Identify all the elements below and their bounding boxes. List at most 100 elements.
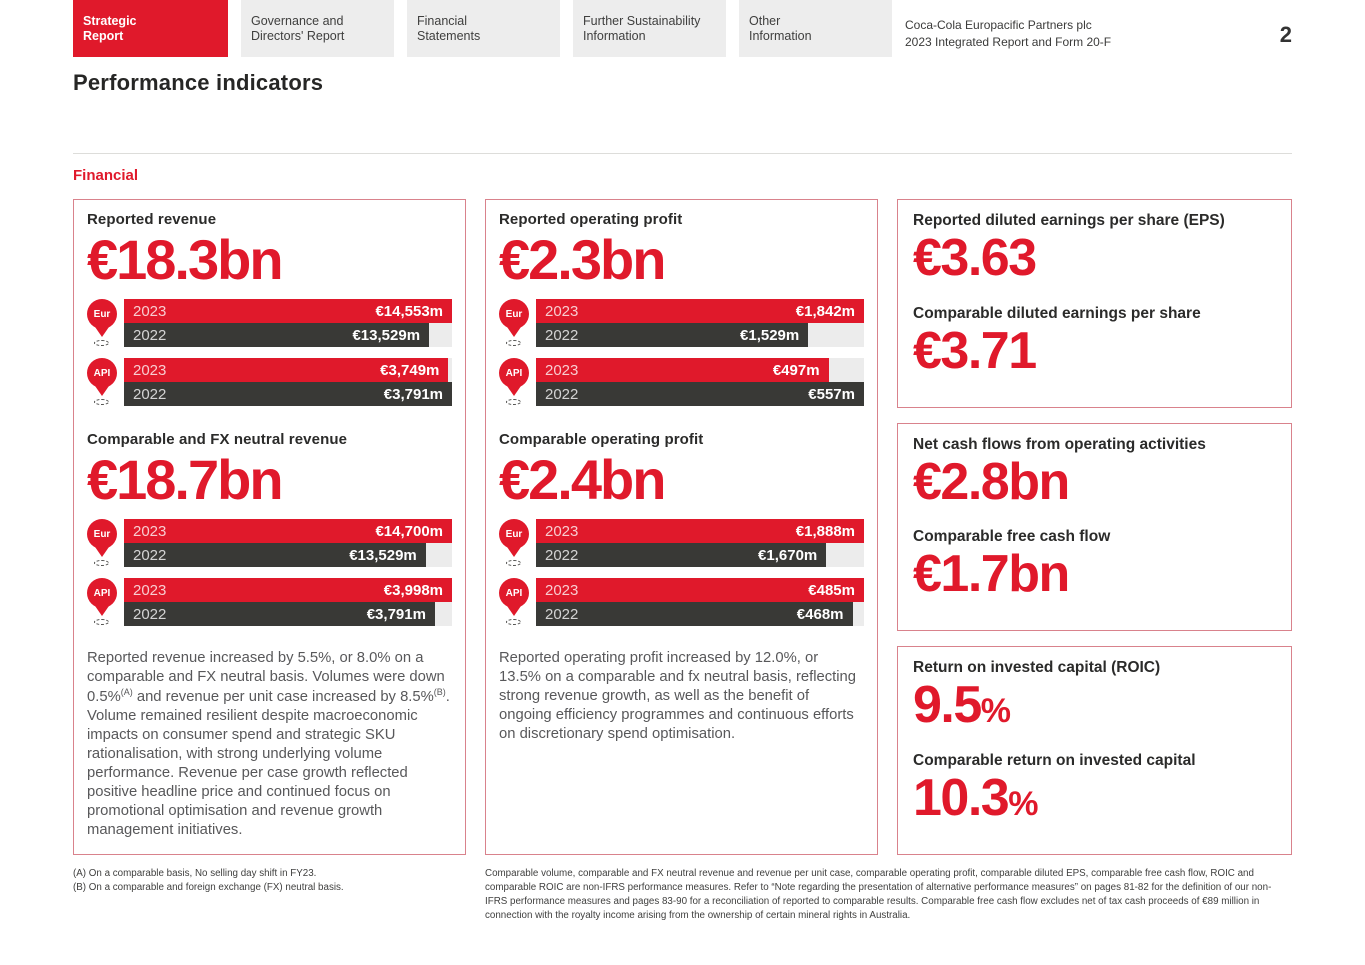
map-pin-eur-icon: Eur [87,519,124,567]
bar-row: 2023 €14,700m [124,519,452,544]
bar-year-label: 2023 [545,581,579,599]
section-title-financial: Financial [73,167,139,184]
page-title: Performance indicators [73,70,324,95]
tab-further-sustainability-information[interactable]: Further Sustainability Information [573,0,726,57]
bar-group-api: API 2023 €485m 2022 €468m [499,578,864,627]
tab-label-line2: Information [749,28,812,43]
tab-financial-statements[interactable]: Financial Statements [407,0,560,57]
kpi-value: €1.7bn [913,545,1070,604]
metric-headline: €2.3bn [499,228,666,291]
tab-strategic-report[interactable]: Strategic Report [73,0,228,57]
metric-headline: €18.3bn [87,228,284,291]
report-tab-bar: Strategic Report Governance and Director… [73,0,1292,57]
page-number: 2 [1279,21,1292,47]
metric-headline: €2.4bn [499,448,666,512]
bar-group-eur: Eur 2023 €1,842m 2022 €1,529m [499,299,864,348]
footnote-b: (B) On a comparable and foreign exchange… [73,882,344,894]
tab-other-information[interactable]: Other Information [739,0,892,57]
bar-year-label: 2022 [133,546,167,564]
bar-2022: 2022 €468m [536,602,853,627]
company-name: Coca-Cola Europacific Partners plc [905,18,1092,33]
non-ifrs-footnote: Comparable volume, comparable and FX neu… [485,867,1272,922]
bar-value-label: €14,553m [375,302,443,320]
kpi-value: 9.5% [913,676,1012,734]
kpi-label: Comparable diluted earnings per share [913,304,1201,322]
bar-2023: 2023 €1,888m [536,519,864,544]
bar-row: 2023 €497m [536,358,864,383]
kpi-value: €2.8bn [913,452,1070,511]
bar-year-label: 2023 [545,361,579,379]
map-pin-api-icon: API [87,358,124,406]
bar-value-label: €3,749m [380,361,440,379]
kpi-grid: Reported revenue €18.3bn Eur 2023 €14,55… [73,199,1292,855]
bar-2023: 2023 €1,842m [536,299,864,324]
metric-label: Reported operating profit [499,211,683,228]
revenue-commentary: Reported revenue increased by 5.5%, or 8… [87,650,450,838]
section-divider [73,153,1292,154]
bar-year-label: 2022 [545,605,579,623]
bar-2023: 2023 €14,553m [124,299,452,324]
tab-label-line1: Strategic [83,13,137,28]
bar-year-label: 2023 [545,522,579,540]
tab-label-line1: Governance and [251,13,344,28]
bar-group-api: API 2023 €3,998m 2022 €3,791m [87,578,452,627]
bar-chart: 2023 €3,998m 2022 €3,791m [124,578,452,627]
bar-2022: 2022 €1,670m [536,543,827,568]
tab-label-line1: Financial [417,13,468,28]
kpi-box-cash-flow: Net cash flows from operating activities… [897,422,1292,631]
bar-value-label: €3,791m [383,385,443,403]
bar-row: 2023 €1,888m [536,519,864,544]
kpi-label: Net cash flows from operating activities [913,435,1206,453]
kpi-label: Comparable return on invested capital [913,751,1196,769]
bar-row: 2022 €13,529m [124,543,452,568]
bar-value-label: €1,529m [740,326,800,344]
bar-value-label: €1,670m [758,546,818,564]
tab-label-line2: Information [583,28,646,43]
footnote-a: (A) On a comparable basis, No selling da… [73,867,317,879]
bar-value-label: €557m [808,385,855,403]
report-name: 2023 Integrated Report and Form 20-F [905,34,1112,49]
bar-value-label: €3,998m [383,581,443,599]
bar-2022: 2022 €557m [536,382,864,407]
bar-chart: 2023 €1,888m 2022 €1,670m [536,519,864,568]
bar-row: 2023 €485m [536,578,864,603]
kpi-column: Reported diluted earnings per share (EPS… [897,199,1292,855]
kpi-value: €3.71 [913,321,1037,380]
bar-group-api: API 2023 €3,749m 2022 €3,791m [87,358,452,407]
tab-label-line1: Further Sustainability [583,13,701,28]
tab-governance-directors-report[interactable]: Governance and Directors' Report [241,0,394,57]
bar-row: 2022 €13,529m [124,323,452,348]
bar-year-label: 2023 [133,522,167,540]
map-pin-api-icon: API [499,578,536,626]
bar-chart: 2023 €14,700m 2022 €13,529m [124,519,452,568]
bar-chart: 2023 €1,842m 2022 €1,529m [536,299,864,348]
bar-value-label: €1,888m [795,522,855,540]
map-pin-api-icon: API [499,358,536,406]
bar-2022: 2022 €3,791m [124,382,452,407]
company-identifier: Coca-Cola Europacific Partners plc 2023 … [905,0,1280,57]
operating-profit-commentary: Reported operating profit increased by 1… [499,650,856,742]
bar-row: 2022 €1,670m [536,543,864,568]
bar-row: 2022 €468m [536,602,864,627]
map-pin-api-icon: API [87,578,124,626]
bar-value-label: €13,529m [349,546,417,564]
card-operating-profit: Reported operating profit €2.3bn Eur 202… [485,199,878,855]
bar-chart: 2023 €497m 2022 €557m [536,358,864,407]
kpi-value: 10.3% [913,768,1039,827]
bar-2022: 2022 €13,529m [124,543,426,568]
kpi-box-roic: Return on invested capital (ROIC) 9.5% C… [897,646,1292,855]
bar-value-label: €1,842m [795,302,855,320]
bar-year-label: 2022 [133,605,167,623]
bar-chart: 2023 €485m 2022 €468m [536,578,864,627]
bar-year-label: 2023 [133,361,167,379]
bar-2022: 2022 €1,529m [536,323,809,348]
bar-row: 2022 €1,529m [536,323,864,348]
map-pin-eur-icon: Eur [87,299,124,347]
kpi-label: Reported diluted earnings per share (EPS… [913,212,1225,229]
map-pin-eur-icon: Eur [499,299,536,347]
bar-year-label: 2022 [545,385,579,403]
bar-value-label: €13,529m [352,326,421,344]
bar-2023: 2023 €3,998m [124,578,452,603]
bar-row: 2023 €3,998m [124,578,452,603]
bar-group-eur: Eur 2023 €14,553m 2022 €13,529m [87,299,452,348]
